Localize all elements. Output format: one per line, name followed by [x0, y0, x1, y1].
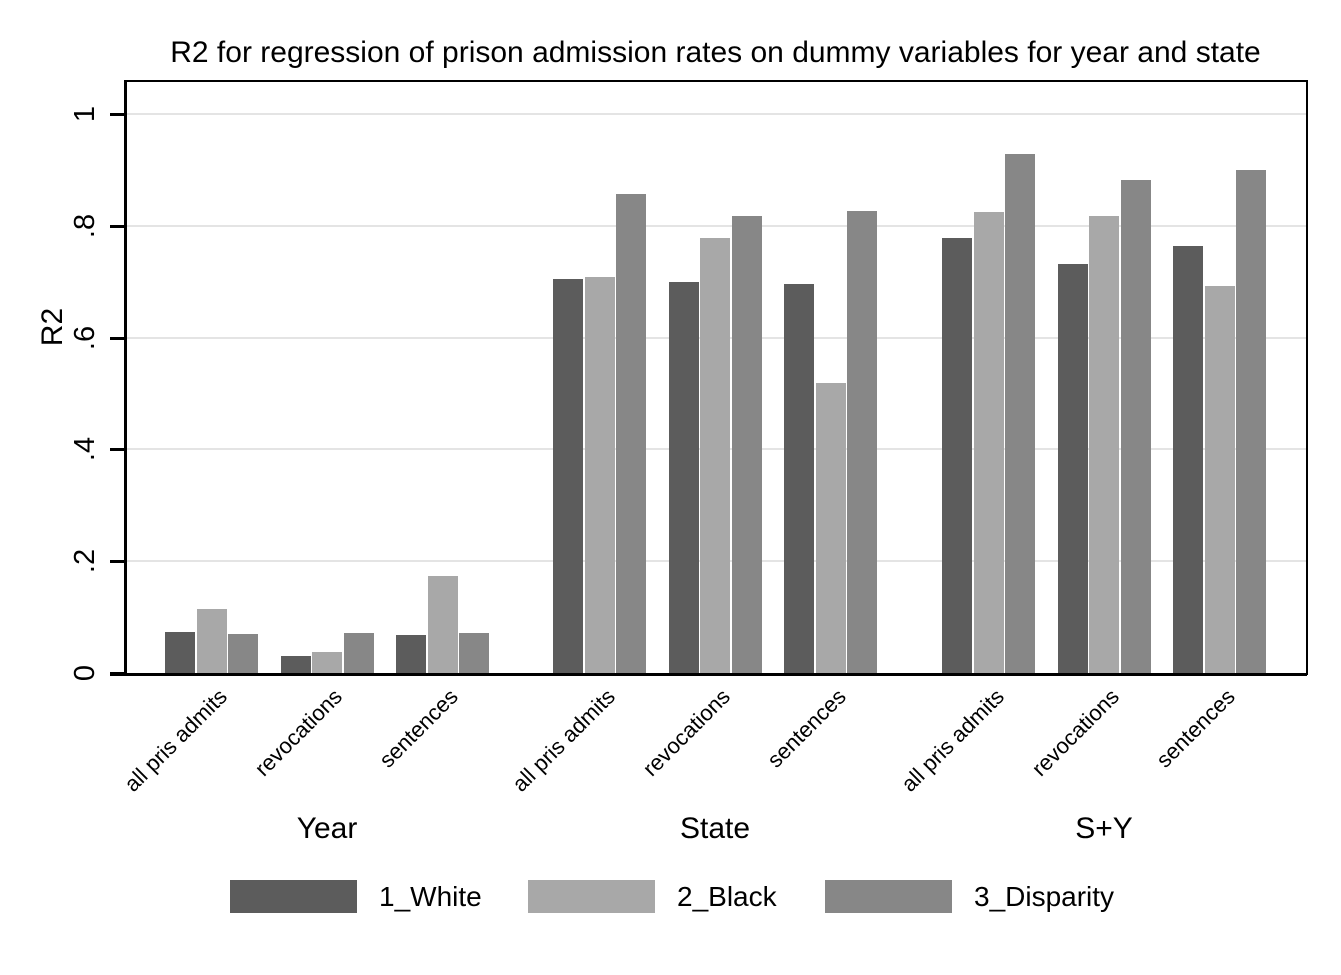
x-tick-label-State-sentences: sentences [762, 683, 851, 773]
bar-State-all pris admits-3_Disparity [616, 193, 646, 673]
y-tick [110, 224, 124, 228]
x-tick-label-State-all pris admits: all pris admits [507, 683, 620, 797]
legend-item-disparity: 3_Disparity [825, 880, 1114, 913]
legend-label-disparity: 3_Disparity [974, 880, 1115, 912]
legend-label-white: 1_White [379, 880, 482, 912]
bar-S+Y-all pris admits-2_Black [973, 211, 1004, 673]
bar-Year-sentences-3_Disparity [459, 633, 489, 673]
bar-S+Y-all pris admits-1_White [942, 238, 972, 673]
bar-State-revocations-1_White [668, 281, 699, 673]
gridline [125, 224, 1306, 227]
chart-title: R2 for regression of prison admission ra… [170, 36, 1261, 69]
y-tick [110, 448, 124, 452]
plot-top-border [124, 80, 1307, 82]
y-tick [110, 672, 124, 675]
bar-Year-all pris admits-3_Disparity [228, 634, 258, 673]
x-tick-label-Year-sentences: sentences [374, 683, 463, 773]
y-axis-title: R2 [36, 307, 69, 347]
y-tick-label: 0 [68, 664, 101, 682]
y-tick [110, 336, 124, 340]
legend-swatch-white [230, 880, 357, 913]
legend-swatch-disparity [825, 880, 952, 913]
bar-S+Y-revocations-3_Disparity [1120, 179, 1151, 673]
legend-item-black: 2_Black [528, 880, 777, 913]
plot-right-border [1306, 80, 1308, 675]
bar-S+Y-revocations-2_Black [1089, 215, 1119, 673]
bar-Year-revocations-1_White [280, 656, 311, 673]
bar-S+Y-all pris admits-3_Disparity [1005, 154, 1035, 673]
bar-S+Y-sentences-1_White [1173, 245, 1203, 673]
bar-State-revocations-3_Disparity [731, 215, 762, 673]
bar-State-all pris admits-1_White [553, 279, 583, 673]
x-tick-label-State-revocations: revocations [638, 683, 736, 782]
bar-State-all pris admits-2_Black [584, 276, 615, 673]
x-tick-label-Year-all pris admits: all pris admits [119, 683, 232, 797]
bar-Year-sentences-1_White [396, 634, 426, 673]
legend-label-black: 2_Black [677, 880, 777, 912]
bar-Year-all pris admits-1_White [165, 632, 195, 673]
y-tick-label: .8 [68, 213, 101, 238]
legend-item-white: 1_White [230, 880, 482, 913]
bar-Year-sentences-2_Black [427, 575, 458, 673]
bar-S+Y-revocations-1_White [1057, 264, 1088, 673]
group-label-State: State [679, 812, 751, 845]
x-tick-label-S+Y-sentences: sentences [1151, 683, 1240, 773]
group-label-Year: Year [296, 812, 358, 845]
bar-S+Y-sentences-3_Disparity [1236, 169, 1266, 673]
x-tick-label-Year-revocations: revocations [250, 683, 348, 782]
bar-Year-all pris admits-2_Black [196, 608, 227, 673]
y-tick-label: .2 [68, 549, 101, 574]
bar-State-sentences-2_Black [815, 383, 846, 673]
group-label-S+Y: S+Y [1075, 812, 1133, 845]
bar-Year-revocations-3_Disparity [343, 632, 374, 673]
bar-State-sentences-3_Disparity [847, 211, 877, 673]
x-tick-label-S+Y-all pris admits: all pris admits [896, 683, 1009, 797]
legend-swatch-black [528, 880, 655, 913]
x-tick-label-S+Y-revocations: revocations [1027, 683, 1125, 782]
x-axis-line [110, 673, 1307, 676]
y-tick [110, 560, 124, 564]
y-tick [110, 113, 124, 116]
y-axis-line [124, 80, 127, 675]
bar-State-sentences-1_White [784, 284, 814, 673]
gridline [125, 113, 1306, 115]
bar-S+Y-sentences-2_Black [1204, 286, 1235, 673]
y-tick-label: 1 [68, 105, 101, 123]
bar-Year-revocations-2_Black [312, 652, 342, 673]
y-tick-label: .4 [68, 437, 101, 462]
bar-State-revocations-2_Black [700, 238, 730, 673]
